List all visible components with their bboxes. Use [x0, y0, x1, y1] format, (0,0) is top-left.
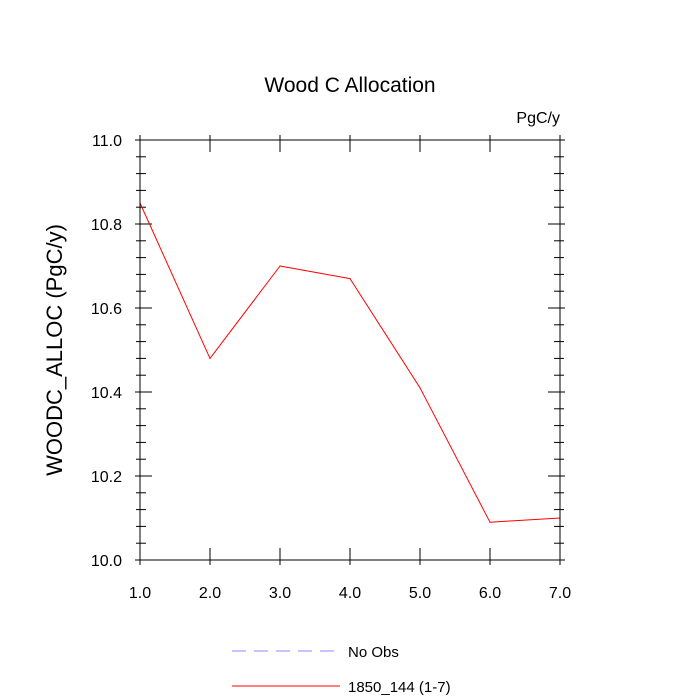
- y-tick-label: 10.6: [91, 301, 122, 318]
- units-label: PgC/y: [516, 110, 560, 127]
- x-tick-label: 4.0: [339, 585, 361, 602]
- legend: No Obs 1850_144 (1-7): [232, 644, 451, 696]
- x-tick-label: 2.0: [199, 585, 221, 602]
- y-tick-label: 10.0: [91, 553, 122, 570]
- y-tick-labels: 10.0 10.2 10.4 10.6 10.8 11.0: [91, 133, 122, 570]
- series-layer: [139, 202, 561, 523]
- series-line-0: [139, 202, 561, 523]
- x-tick-labels: 1.0 2.0 3.0 4.0 5.0 6.0 7.0: [129, 585, 571, 602]
- x-tick-label: 1.0: [129, 585, 151, 602]
- x-tick-label: 7.0: [549, 585, 571, 602]
- data-point: [279, 265, 281, 267]
- data-point: [349, 278, 351, 280]
- plot-frame: [139, 139, 561, 561]
- data-point: [489, 521, 491, 523]
- data-point: [419, 387, 421, 389]
- axis-ticks: [135, 135, 565, 565]
- y-axis-label: WOODC_ALLOC (PgC/y): [42, 224, 67, 476]
- legend-label-no-obs: No Obs: [348, 644, 399, 661]
- y-tick-label: 10.2: [91, 469, 122, 486]
- y-tick-label: 11.0: [92, 133, 122, 150]
- x-tick-label: 6.0: [479, 585, 501, 602]
- legend-label-1850-144: 1850_144 (1-7): [348, 679, 451, 696]
- chart-title: Wood C Allocation: [264, 74, 435, 97]
- y-tick-label: 10.8: [91, 217, 122, 234]
- y-tick-label: 10.4: [91, 385, 122, 402]
- data-point: [209, 357, 211, 359]
- x-tick-label: 3.0: [269, 585, 291, 602]
- x-tick-label: 5.0: [409, 585, 431, 602]
